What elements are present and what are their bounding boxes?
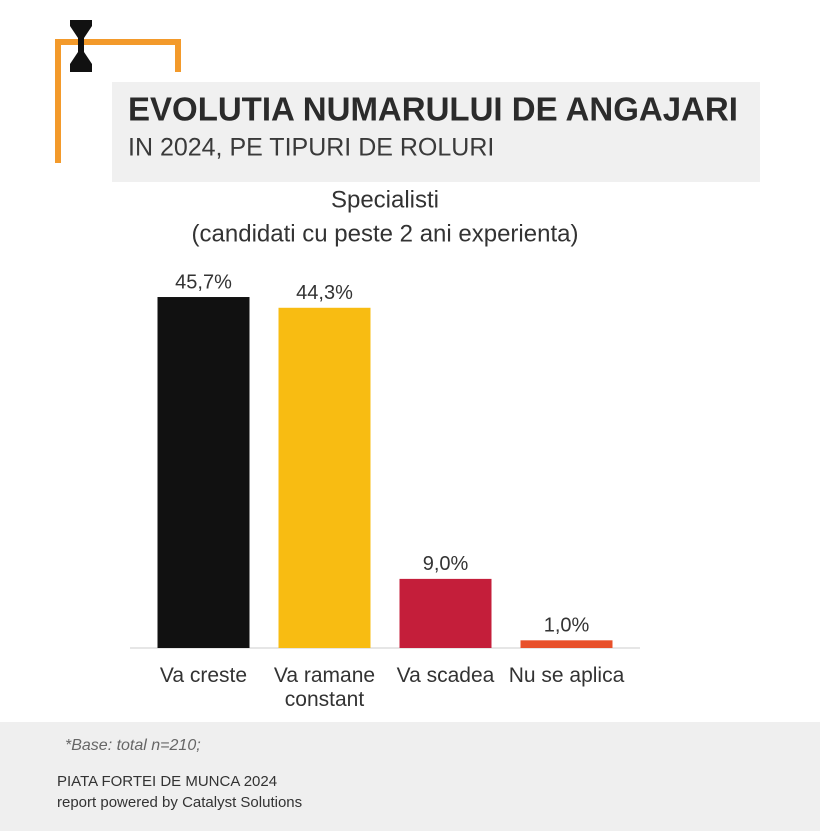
header-bracket [55,39,181,163]
chart-subtitle: (candidati cu peste 2 ani experienta) [192,220,579,247]
category-label: Va scadea [396,664,495,687]
bar [520,640,613,648]
footer-line: report powered by Catalyst Solutions [57,794,302,811]
category-label: Va ramane constant [273,664,376,711]
header-subtitle: IN 2024, PE TIPURI DE ROLURI [128,134,494,162]
value-label: 44,3% [296,282,353,304]
value-label: 1,0% [544,615,590,637]
value-label: 9,0% [423,553,469,575]
bar [399,578,492,648]
logo-icon [70,20,92,72]
value-label: 45,7% [175,271,232,293]
header-title: EVOLUTIA NUMARULUI DE ANGAJARI [128,91,738,128]
category-label: Nu se aplica [508,664,625,687]
chart-title: Specialisti [331,186,439,213]
category-label: Va creste [159,664,248,687]
header-box [112,82,760,182]
bar [157,297,250,648]
footer-line: PIATA FORTEI DE MUNCA 2024 [57,773,277,790]
bar [278,307,371,648]
footer-box [0,722,820,831]
footer-note: *Base: total n=210; [65,737,201,754]
